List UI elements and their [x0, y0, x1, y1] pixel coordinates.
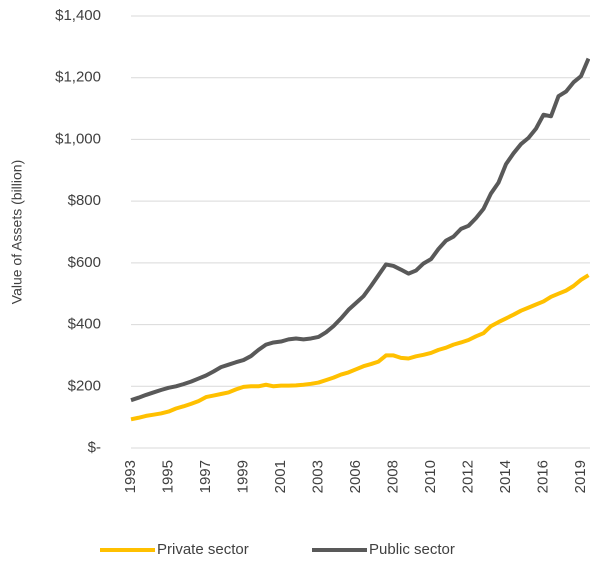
y-tick-label: $200	[68, 377, 101, 394]
x-tick-label: 1997	[197, 460, 214, 493]
y-tick-label: $1,200	[55, 69, 101, 86]
x-tick-label: 2019	[572, 460, 589, 493]
x-tick-label: 2008	[384, 460, 401, 493]
x-tick-label: 2016	[534, 460, 551, 493]
x-tick-label: 2003	[309, 460, 326, 493]
y-tick-label: $600	[68, 254, 101, 271]
x-tick-label: 2001	[272, 460, 289, 493]
x-tick-label: 2012	[459, 460, 476, 493]
series-line	[130, 57, 590, 403]
y-axis-label: Value of Assets (billion)	[9, 160, 25, 304]
x-tick-label: 1995	[159, 460, 176, 493]
legend-label: Private sector	[157, 541, 249, 558]
y-tick-label: $800	[68, 192, 101, 209]
y-tick-label: $1,000	[55, 130, 101, 147]
x-tick-label: 2006	[347, 460, 364, 493]
x-tick-label: 1999	[234, 460, 251, 493]
x-tick-label: 2014	[497, 460, 514, 493]
x-tick-label: 2010	[422, 460, 439, 493]
legend-label: Public sector	[369, 541, 455, 558]
y-tick-label: $400	[68, 316, 101, 333]
y-tick-label: $1,400	[55, 7, 101, 24]
series-line	[130, 273, 590, 422]
y-tick-label: $-	[88, 439, 101, 456]
x-tick-label: 1993	[122, 460, 139, 493]
